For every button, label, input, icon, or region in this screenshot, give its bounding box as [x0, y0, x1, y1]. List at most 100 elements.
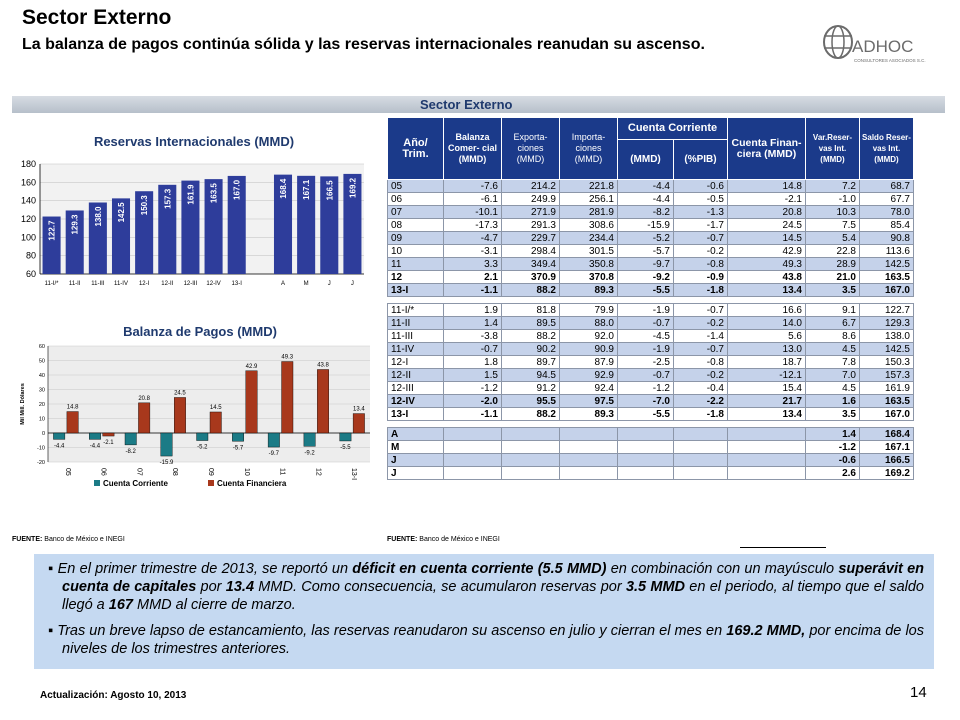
legend-label: Cuenta Financiera [217, 479, 287, 488]
table-cell: 87.9 [559, 355, 618, 369]
table-cell: 221.8 [559, 179, 618, 193]
cuenta-financiera-bar [138, 402, 151, 434]
y-tick-label: 50 [39, 359, 45, 365]
data-label: 122.7 [48, 220, 57, 241]
table-cell: 94.5 [501, 368, 560, 382]
table-cell: 167.0 [859, 283, 914, 297]
bullet-text: En el primer trimestre de 2013, se repor… [57, 561, 353, 577]
table-cell: 7.2 [805, 179, 860, 193]
x-tick-label: A [281, 281, 285, 287]
y-tick-label: 60 [39, 344, 45, 350]
table-cell: -0.5 [673, 192, 728, 206]
table-cell: 05 [387, 179, 444, 193]
table-row: 09 -4.7 229.7 234.4 -5.2 -0.7 14.5 5.4 90.8 [387, 231, 914, 245]
table-cell: -2.0 [443, 394, 502, 408]
table-cell [727, 453, 806, 467]
table-cell [617, 440, 674, 454]
table-cell: 2.6 [805, 466, 860, 480]
table-cell: 11-I/* [387, 303, 444, 317]
header-pib: (%PIB) [673, 139, 728, 180]
table-cell: -4.5 [617, 329, 674, 343]
data-label: 20.8 [138, 396, 150, 402]
y-tick-label: 140 [21, 196, 36, 206]
table-cell: 138.0 [859, 329, 914, 343]
bar [297, 175, 316, 274]
x-tick-label: 10 [243, 468, 250, 476]
table-cell [617, 420, 674, 428]
table-cell: 167.0 [859, 407, 914, 421]
table-cell: -1.4 [673, 329, 728, 343]
data-label: 142.5 [117, 202, 126, 223]
table-cell: 1.4 [805, 427, 860, 441]
table-cell: 18.7 [727, 355, 806, 369]
data-label: -9.2 [304, 450, 315, 456]
table-cell [673, 427, 728, 441]
header-cuenta-fin: Cuenta Finan- ciera (MMD) [727, 117, 806, 180]
legend-label: Cuenta Corriente [103, 479, 168, 488]
table-row: 07 -10.1 271.9 281.9 -8.2 -1.3 20.8 10.3 78.0 [387, 205, 914, 219]
table-cell: 92.9 [559, 368, 618, 382]
table-cell: 11-III [387, 329, 444, 343]
x-tick-label: 05 [64, 468, 71, 476]
balanza-chart: Balanza de Pagos (MMD) -20 -10 0 10 20 30 40 50 6… [20, 324, 370, 488]
cuenta-financiera-bar [102, 432, 115, 437]
table-row: 12-II 1.5 94.5 92.9 -0.7 -0.2 -12.1 7.0 157.3 [387, 368, 914, 382]
x-tick-label: 13-I [350, 468, 357, 480]
table-cell: 12-I [387, 355, 444, 369]
table-cell: 142.5 [859, 342, 914, 356]
cuenta-financiera-bar [352, 413, 365, 434]
data-label: 129.3 [71, 214, 80, 235]
table-cell: 256.1 [559, 192, 618, 206]
table-cell: 11-IV [387, 342, 444, 356]
bar [135, 191, 154, 274]
bar [42, 216, 61, 274]
bullet-box: ▪ En el primer trimestre de 2013, se rep… [34, 554, 934, 669]
table-cell: -0.2 [673, 368, 728, 382]
table-cell: 7.8 [805, 355, 860, 369]
data-label: 157.3 [163, 188, 172, 209]
cuenta-financiera-bar [317, 369, 329, 434]
table-cell: 11-II [387, 316, 444, 330]
table-cell: M [387, 440, 444, 454]
table-cell: 90.9 [559, 342, 618, 356]
x-tick-label: 11-III [91, 281, 105, 287]
table-cell: -0.7 [673, 342, 728, 356]
table-cell: 43.8 [727, 270, 806, 284]
header-import: Importa- ciones (MMD) [559, 117, 618, 180]
table-cell: 89.3 [559, 407, 618, 421]
table-cell [673, 420, 728, 428]
table-cell: -9.2 [617, 270, 674, 284]
table-cell: -0.8 [673, 257, 728, 271]
bar [320, 176, 339, 274]
table-cell [805, 296, 860, 304]
table-cell: -1.9 [617, 303, 674, 317]
x-tick-label: 11 [279, 468, 286, 475]
table-cell [443, 440, 502, 454]
cuenta-financiera-bar [174, 397, 186, 434]
data-label: 161.9 [186, 184, 195, 205]
y-tick-label: 160 [21, 177, 36, 187]
table-cell: -9.7 [617, 257, 674, 271]
table-cell [673, 440, 728, 454]
data-label: -4.4 [54, 443, 65, 449]
data-label: 167.0 [233, 179, 242, 200]
table-row: 11-IV -0.7 90.2 90.9 -1.9 -0.7 13.0 4.5 142.5 [387, 342, 914, 356]
table-row: 11-II 1.4 89.5 88.0 -0.7 -0.2 14.0 6.7 129.3 [387, 316, 914, 330]
table-cell: 67.7 [859, 192, 914, 206]
table-cell: 4.5 [805, 342, 860, 356]
table-cell [617, 296, 674, 304]
bullet-text: en el periodo, al tiempo que el saldo ll… [62, 579, 925, 613]
table-cell: -1.8 [673, 283, 728, 297]
bullet-item: ▪ En el primer trimestre de 2013, se rep… [48, 560, 924, 614]
table-cell: 5.4 [805, 231, 860, 245]
x-tick-label: 11-IV [114, 281, 128, 287]
table-cell: 291.3 [501, 218, 560, 232]
table-cell: 249.9 [501, 192, 560, 206]
data-label: 14.8 [67, 405, 79, 411]
table-cell: 1.4 [443, 316, 502, 330]
table-cell: 88.2 [501, 283, 560, 297]
table-cell [673, 296, 728, 304]
data-label: 43.8 [317, 362, 329, 368]
table-cell [673, 466, 728, 480]
data-label: 163.5 [210, 183, 219, 204]
